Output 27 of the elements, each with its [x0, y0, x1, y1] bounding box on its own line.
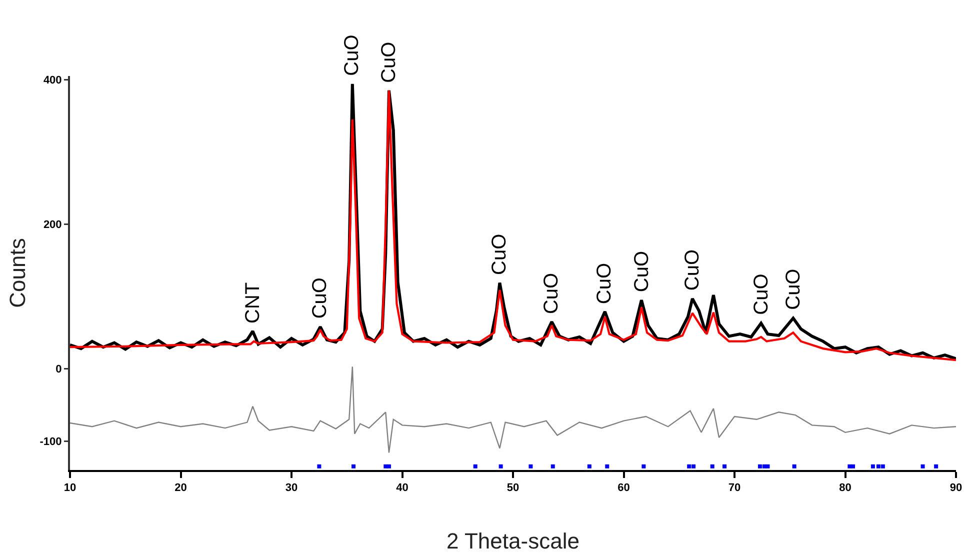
annotation: CuO: [681, 249, 704, 291]
line-series: [70, 366, 956, 454]
annotation: CuO: [308, 278, 331, 319]
y-axis-title: Counts: [5, 238, 30, 308]
annotation: CuO: [540, 272, 562, 314]
x-tick-label: 20: [174, 482, 187, 494]
x-axis-title: 2 Theta-scale: [446, 528, 580, 554]
annotation: CuO: [594, 262, 616, 304]
x-tick-label: 50: [506, 482, 520, 494]
y-tick-label: -100: [40, 436, 62, 448]
y-tick-label: 400: [43, 74, 62, 86]
annotation: CuO: [488, 234, 510, 275]
x-tick-label: 90: [950, 482, 962, 494]
x-tick-label: 80: [839, 482, 852, 494]
y-tick-label: 200: [43, 219, 62, 232]
annotation: CuO: [378, 42, 400, 83]
x-tick-label: 10: [64, 482, 76, 494]
annotation: CuO: [750, 274, 772, 315]
y-tick-label: 0: [56, 364, 62, 376]
x-tick-label: 70: [728, 482, 741, 494]
x-tick-label: 40: [396, 482, 408, 494]
x-tick-label: 30: [285, 482, 298, 494]
annotation: CNT: [242, 282, 264, 324]
annotation: CuO: [630, 250, 653, 292]
x-tick-label: 60: [618, 482, 630, 494]
annotation: CuO: [340, 34, 363, 76]
annotation: CuO: [782, 268, 805, 310]
